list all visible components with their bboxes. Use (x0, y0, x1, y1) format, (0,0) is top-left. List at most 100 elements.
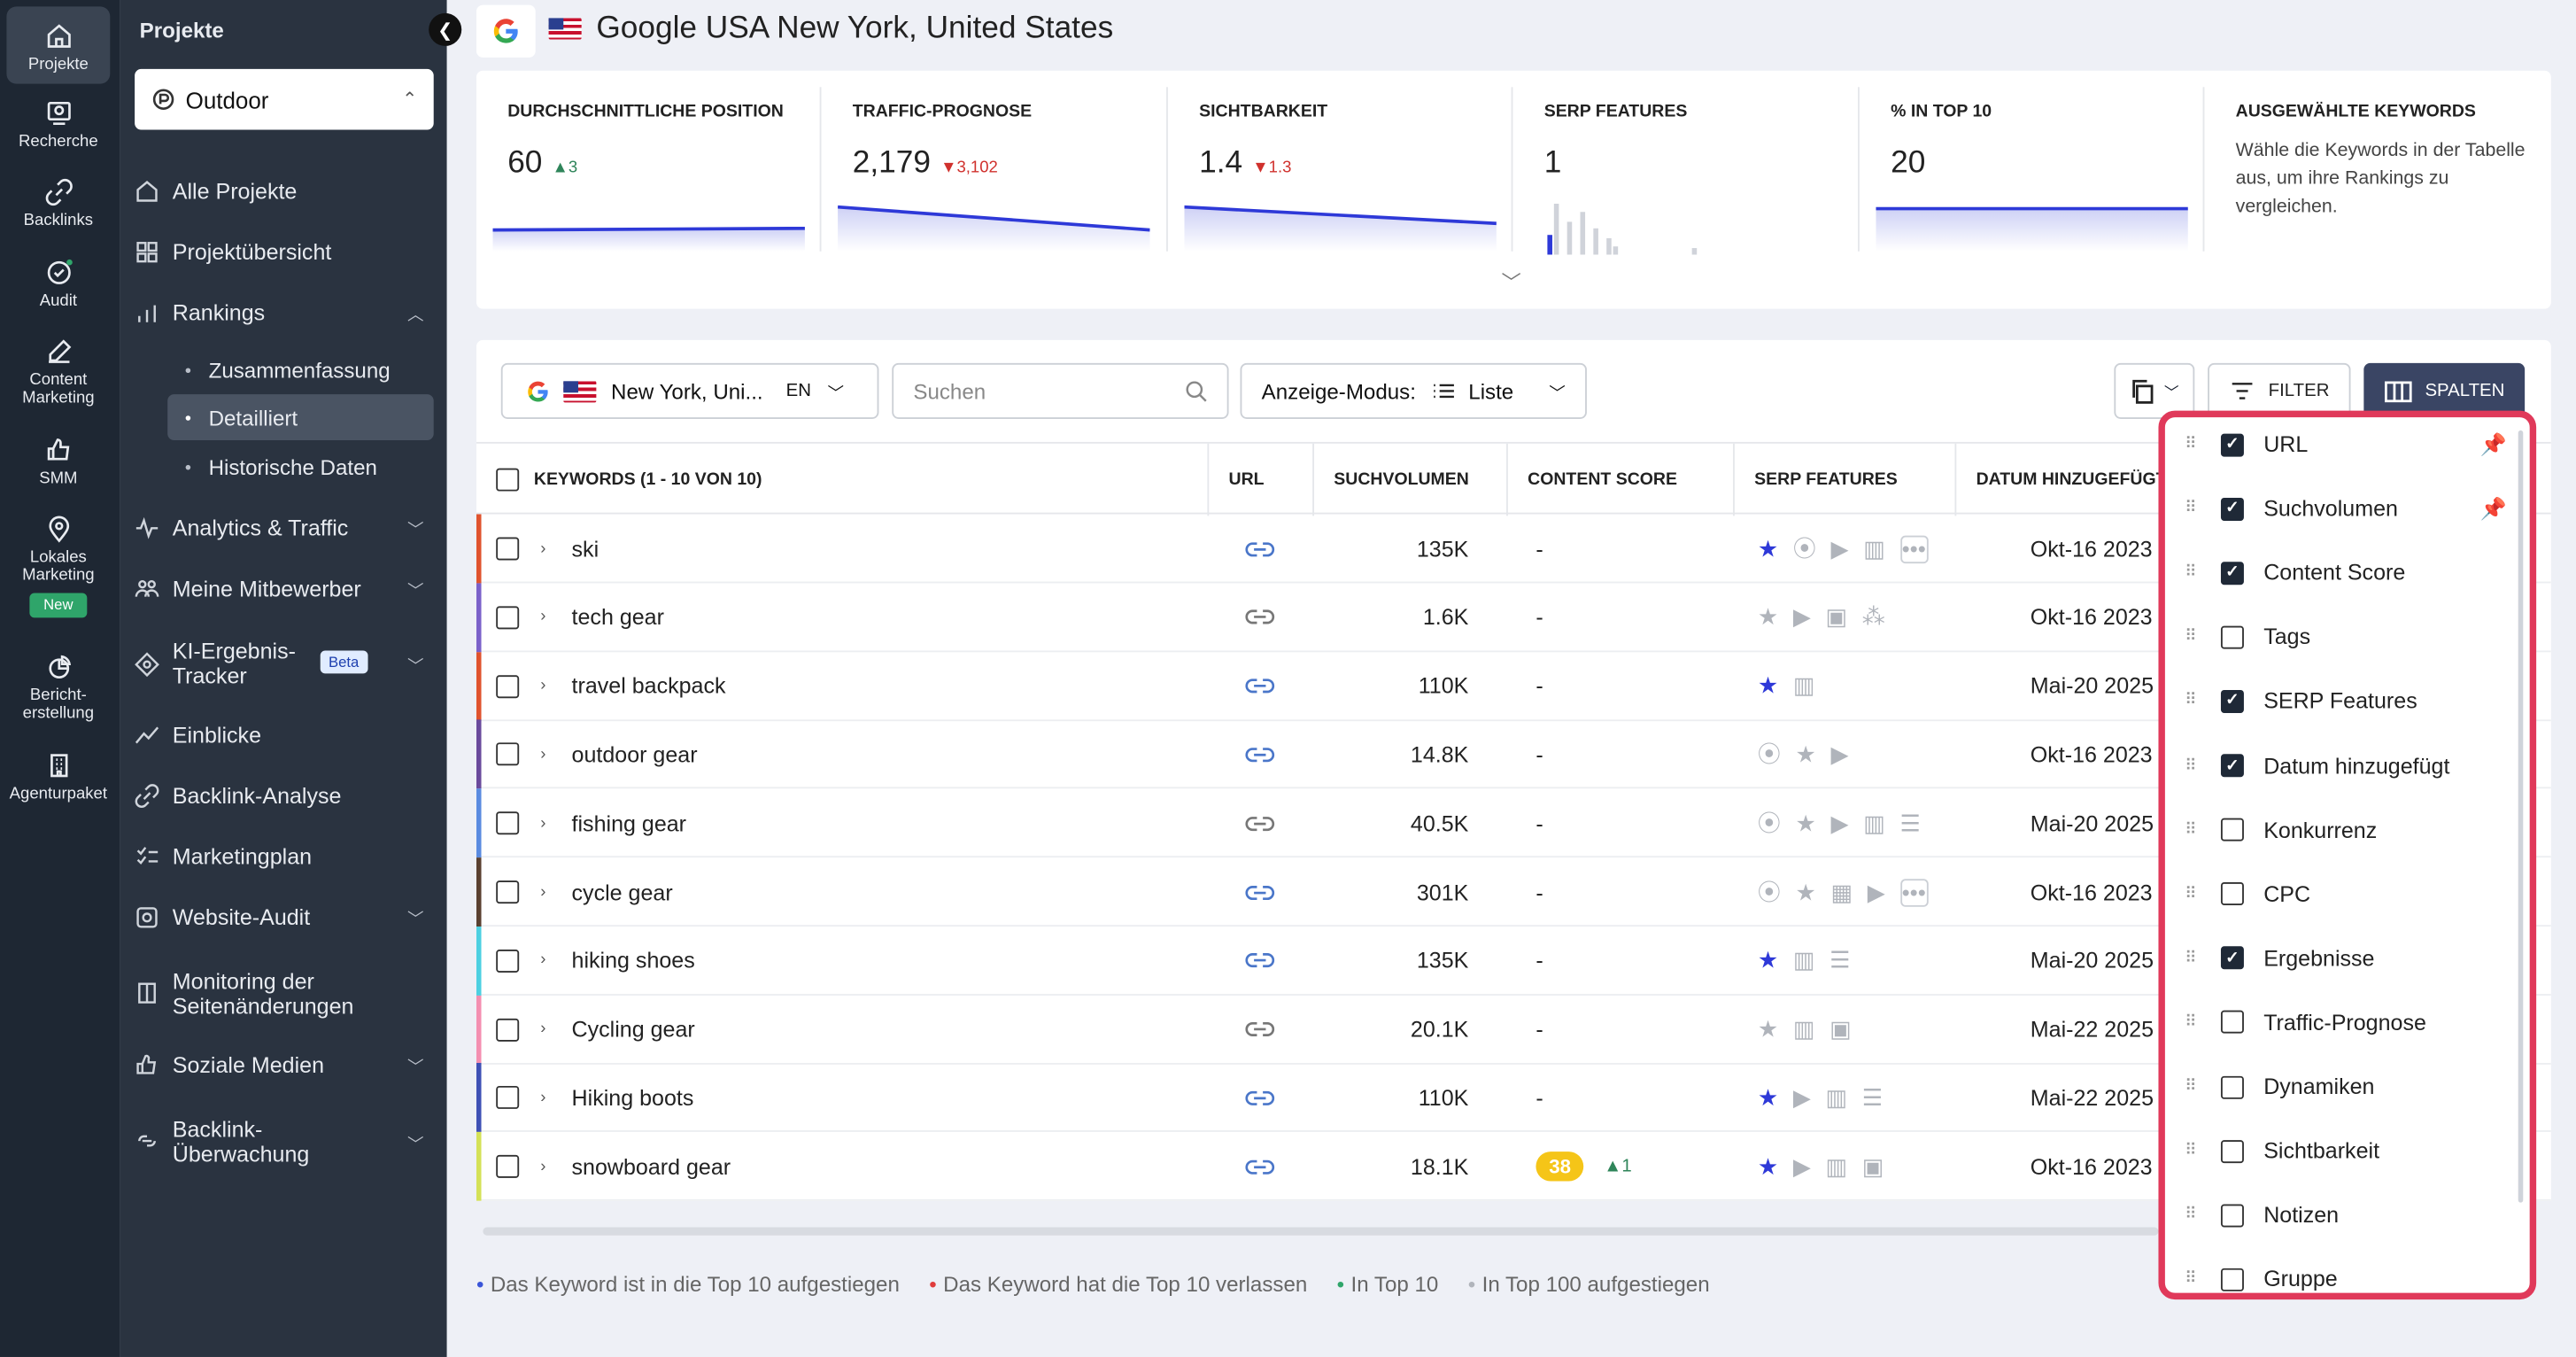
expand-row-chevron-icon[interactable]: › (540, 1089, 546, 1107)
column-checkbox[interactable] (2220, 561, 2244, 585)
columns-button[interactable]: SPALTEN (2363, 362, 2526, 419)
row-checkbox[interactable] (496, 674, 520, 698)
column-checkbox[interactable] (2220, 497, 2244, 521)
nav-einblicke[interactable]: Einblicke (135, 723, 434, 748)
column-option[interactable]: ⠿ SERP Features (2165, 670, 2530, 733)
expand-row-chevron-icon[interactable]: › (540, 745, 546, 764)
row-checkbox[interactable] (496, 743, 520, 767)
drag-handle-icon[interactable]: ⠿ (2185, 500, 2197, 518)
url-link-icon[interactable] (1245, 652, 1275, 721)
column-option[interactable]: ⠿ Notizen (2165, 1183, 2530, 1247)
pin-icon[interactable]: 📌 (2479, 430, 2507, 456)
row-checkbox[interactable] (496, 1018, 520, 1042)
rail-item-recherche[interactable]: Recherche (6, 98, 110, 151)
stat-serp-features[interactable]: SERP FEATURES 1 (1512, 71, 1860, 255)
column-checkbox[interactable] (2220, 1011, 2244, 1035)
select-all-checkbox[interactable] (496, 468, 520, 492)
horizontal-scrollbar[interactable] (483, 1227, 2159, 1236)
th-url[interactable]: URL (1209, 443, 1314, 516)
expand-stats-chevron-icon[interactable]: ﹀ (1501, 271, 1521, 294)
expand-row-chevron-icon[interactable]: › (540, 677, 546, 695)
stat-sichtbarkeit[interactable]: SICHTBARKEIT 1.4 ▼1.3 (1168, 71, 1513, 252)
table-row[interactable]: › outdoor gear 14.8K - ⦿ ★ ▶ Okt-16 2023 (476, 720, 2551, 789)
keyword-cell[interactable]: hiking shoes (571, 948, 695, 973)
row-checkbox[interactable] (496, 880, 520, 904)
column-option[interactable]: ⠿ Suchvolumen 📌 (2165, 477, 2530, 540)
drag-handle-icon[interactable]: ⠿ (2185, 885, 2197, 903)
collapse-sidebar-button[interactable]: ❮ (429, 12, 462, 46)
rail-item-backlinks[interactable]: Backlinks (6, 177, 110, 230)
keyword-cell[interactable]: snowboard gear (571, 1154, 731, 1180)
table-row[interactable]: › tech gear 1.6K - ★ ▶ ▣ ⁂ Okt-16 2023 (476, 583, 2551, 652)
column-option[interactable]: ⠿ CPC (2165, 862, 2530, 926)
drag-handle-icon[interactable]: ⠿ (2185, 692, 2197, 710)
rail-item-lokales-marketing[interactable]: Lokales Marketing New (6, 515, 110, 618)
column-option[interactable]: ⠿ Dynamiken (2165, 1055, 2530, 1119)
table-row[interactable]: › travel backpack 110K - ★ ▥ Mai-20 2025 (476, 651, 2551, 721)
location-select[interactable]: New York, Uni... EN ﹀ (500, 362, 879, 419)
expand-row-chevron-icon[interactable]: › (540, 814, 546, 833)
row-checkbox[interactable] (496, 811, 520, 835)
drag-handle-icon[interactable]: ⠿ (2185, 949, 2197, 968)
column-checkbox[interactable] (2220, 432, 2244, 456)
drag-handle-icon[interactable]: ⠿ (2185, 1013, 2197, 1032)
url-link-icon[interactable] (1245, 720, 1275, 789)
url-link-icon[interactable] (1245, 927, 1275, 996)
column-option[interactable]: ⠿ Konkurrenz (2165, 798, 2530, 862)
more-icon[interactable]: ••• (1899, 534, 1928, 563)
pin-icon[interactable]: 📌 (2479, 495, 2507, 521)
subnav-zusammenfassung[interactable]: Zusammenfassung (167, 346, 434, 392)
url-link-icon[interactable] (1245, 857, 1275, 927)
keyword-cell[interactable]: outdoor gear (571, 742, 698, 767)
table-row[interactable]: › fishing gear 40.5K - ⦿ ★ ▶ ▥ ☰ Mai-20 2025 (476, 788, 2551, 858)
drag-handle-icon[interactable]: ⠿ (2185, 1142, 2197, 1160)
nav-marketingplan[interactable]: Marketingplan (135, 844, 434, 869)
drag-handle-icon[interactable]: ⠿ (2185, 628, 2197, 647)
drag-handle-icon[interactable]: ⠿ (2185, 756, 2197, 775)
keyword-cell[interactable]: Cycling gear (571, 1017, 695, 1043)
keyword-cell[interactable]: ski (571, 536, 600, 562)
drag-handle-icon[interactable]: ⠿ (2185, 820, 2197, 839)
nav-projektuebersicht[interactable]: Projektübersicht (135, 240, 434, 265)
table-row[interactable]: › snowboard gear 18.1K 38 ▲1 ★ ▶ ▥ ▣ Okt-16 … (476, 1132, 2551, 1201)
th-keywords[interactable]: KEYWORDS (1 - 10 VON 10) (476, 443, 1210, 516)
column-checkbox[interactable] (2220, 1268, 2244, 1291)
nav-alle-projekte[interactable]: Alle Projekte (135, 179, 434, 204)
column-option[interactable]: ⠿ URL 📌 (2165, 417, 2530, 477)
subnav-detailliert[interactable]: Detailliert (167, 394, 434, 441)
row-checkbox[interactable] (496, 606, 520, 629)
url-link-icon[interactable] (1245, 1132, 1275, 1201)
search-input[interactable]: Suchen (892, 362, 1229, 419)
expand-row-chevron-icon[interactable]: › (540, 882, 546, 902)
row-checkbox[interactable] (496, 949, 520, 973)
nav-backlink-analyse[interactable]: Backlink-Analyse (135, 784, 434, 809)
keyword-cell[interactable]: Hiking boots (571, 1085, 694, 1111)
rail-item-content-marketing[interactable]: Content Marketing (6, 337, 110, 407)
expand-row-chevron-icon[interactable]: › (540, 1157, 546, 1176)
column-checkbox[interactable] (2220, 754, 2244, 778)
url-link-icon[interactable] (1245, 515, 1275, 584)
nav-rankings[interactable]: Rankings ︿ (135, 300, 434, 325)
th-suchvolumen[interactable]: SUCHVOLUMEN (1314, 443, 1508, 516)
url-link-icon[interactable] (1245, 583, 1275, 652)
stat-avg-position[interactable]: DURCHSCHNITTLICHE POSITION 60 ▲3 (476, 71, 822, 252)
project-select[interactable]: Outdoor ⌃ (135, 68, 434, 130)
column-option[interactable]: ⠿ Gruppe (2165, 1247, 2530, 1292)
nav-meine-mitbewerber[interactable]: Meine Mitbewerber ﹀ (135, 577, 434, 601)
subnav-historische-daten[interactable]: Historische Daten (167, 444, 434, 490)
display-mode-select[interactable]: Anzeige-Modus: Liste ﹀ (1240, 362, 1587, 419)
drag-handle-icon[interactable]: ⠿ (2185, 1206, 2197, 1225)
nav-website-audit[interactable]: Website-Audit ﹀ (135, 905, 434, 930)
url-link-icon[interactable] (1245, 789, 1275, 858)
table-row[interactable]: › ski 135K - ★ ⦿ ▶ ▥ ••• Okt-16 2023 (476, 514, 2551, 584)
column-checkbox[interactable] (2220, 689, 2244, 713)
keyword-cell[interactable]: travel backpack (571, 673, 726, 699)
drag-handle-icon[interactable]: ⠿ (2185, 1077, 2197, 1097)
rail-item-audit[interactable]: Audit (6, 258, 110, 311)
expand-row-chevron-icon[interactable]: › (540, 539, 546, 558)
nav-soziale-medien[interactable]: Soziale Medien ﹀ (135, 1053, 434, 1078)
nav-analytics-traffic[interactable]: Analytics & Traffic ﹀ (135, 516, 434, 540)
rail-item-berichterstellung[interactable]: Bericht-erstellung (6, 652, 110, 723)
keyword-cell[interactable]: fishing gear (571, 810, 687, 836)
drag-handle-icon[interactable]: ⠿ (2185, 435, 2197, 454)
